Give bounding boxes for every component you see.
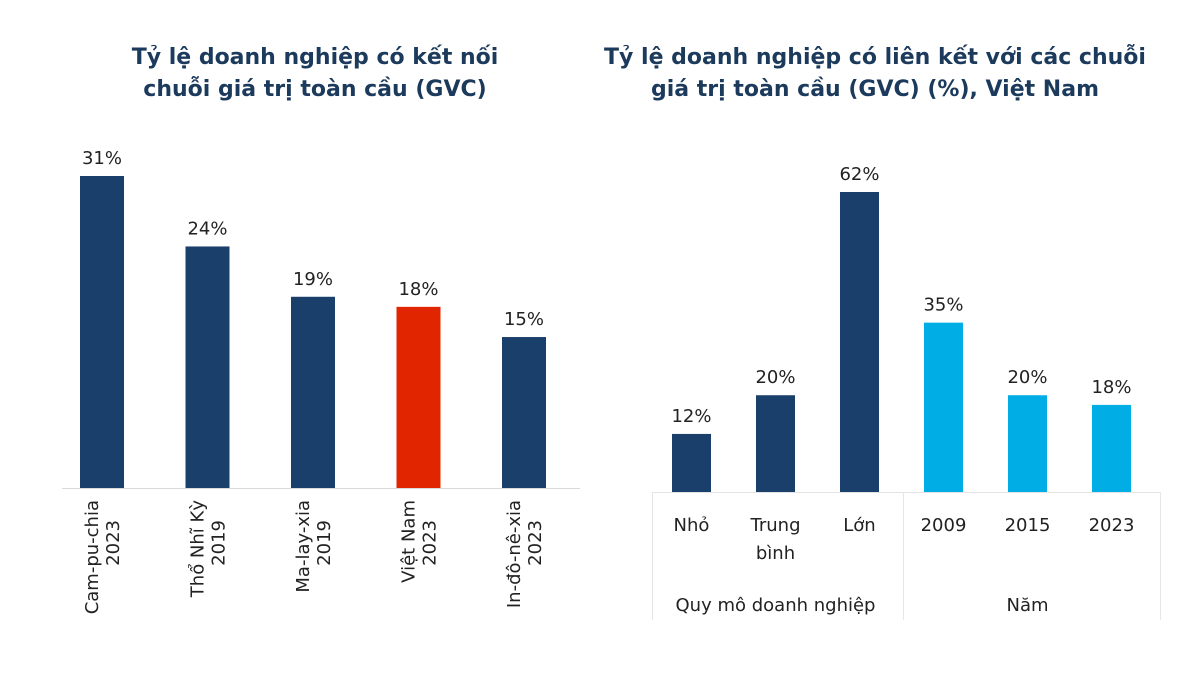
left-category-name: Việt Nam xyxy=(399,500,420,583)
left-category-year: 2023 xyxy=(420,520,441,566)
left-category-label-4: Việt Nam2023 xyxy=(399,500,441,583)
right-category-label-line: 2023 xyxy=(1089,515,1135,536)
right-bar-3 xyxy=(840,192,879,492)
right-category-label-3: Lớn xyxy=(843,515,875,536)
right-category-label-line: bình xyxy=(756,543,795,564)
left-chart-title-line-1: Tỷ lệ doanh nghiệp có kết nối xyxy=(131,45,499,70)
left-bar-value-label-1: 31% xyxy=(82,148,122,169)
left-bar-value-label-5: 15% xyxy=(504,309,544,330)
left-category-label-1: Cam-pu-chia2023 xyxy=(82,500,124,614)
left-category-name: Cam-pu-chia xyxy=(82,500,103,614)
left-bar-value-label-3: 19% xyxy=(293,269,333,290)
left-bar-1 xyxy=(80,176,124,488)
right-category-label-2: Trung bình xyxy=(750,515,801,564)
right-category-label-5: 2015 xyxy=(1005,515,1051,536)
left-category-label-3: Ma-lay-xia2019 xyxy=(293,500,335,593)
right-category-label-4: 2009 xyxy=(921,515,967,536)
left-chart-title-line-2: chuỗi giá trị toàn cầu (GVC) xyxy=(143,77,487,102)
right-category-label-line: Nhỏ xyxy=(674,515,710,536)
right-bar-2 xyxy=(756,395,795,492)
right-bar-6 xyxy=(1092,404,1131,492)
right-bar-value-label-2: 20% xyxy=(755,367,795,388)
left-category-label-5: In-đô-nê-xia2023 xyxy=(504,500,546,608)
right-chart-title-line-2: giá trị toàn cầu (GVC) (%), Việt Nam xyxy=(651,77,1099,102)
right-bar-value-label-6: 18% xyxy=(1091,377,1131,398)
left-bar-2 xyxy=(185,246,230,488)
right-group-label-2: Năm xyxy=(1006,595,1048,616)
left-category-year: 2023 xyxy=(525,520,546,566)
right-category-label-line: Lớn xyxy=(843,515,875,536)
left-category-year: 2019 xyxy=(314,520,335,566)
right-chart-title: Tỷ lệ doanh nghiệp có liên kết với các c… xyxy=(580,42,1170,106)
right-bar-value-label-5: 20% xyxy=(1007,367,1047,388)
right-category-label-1: Nhỏ xyxy=(674,515,710,536)
left-category-name: Ma-lay-xia xyxy=(293,500,314,593)
right-chart-title-line-1: Tỷ lệ doanh nghiệp có liên kết với các c… xyxy=(604,45,1146,70)
left-bar-5 xyxy=(502,337,546,488)
right-bar-4 xyxy=(924,322,963,492)
left-bar-4 xyxy=(396,306,441,488)
right-bar-1 xyxy=(672,433,711,492)
left-bar-3 xyxy=(291,296,335,488)
right-category-label-line: 2009 xyxy=(921,515,967,536)
right-category-label-line: 2015 xyxy=(1005,515,1051,536)
left-bar-value-label-4: 18% xyxy=(398,279,438,300)
left-chart-title: Tỷ lệ doanh nghiệp có kết nối chuỗi giá … xyxy=(95,42,535,106)
right-group-label-1: Quy mô doanh nghiệp xyxy=(676,595,876,616)
right-bar-chart: 12% Nhỏ 20% Trung bình 62% Lớn Quy mô doanh ngh… xyxy=(652,164,1161,620)
right-bar-value-label-4: 35% xyxy=(923,295,963,316)
right-bar-5 xyxy=(1008,395,1047,492)
left-category-year: 2019 xyxy=(209,520,230,566)
right-category-label-6: 2023 xyxy=(1089,515,1135,536)
left-category-name: Thổ Nhĩ Kỳ xyxy=(188,500,209,599)
right-bar-value-label-3: 62% xyxy=(839,164,879,185)
left-category-year: 2023 xyxy=(103,520,124,566)
right-bar-value-label-1: 12% xyxy=(671,406,711,427)
left-category-name: In-đô-nê-xia xyxy=(504,500,525,608)
left-bar-value-label-2: 24% xyxy=(187,218,227,239)
left-category-label-2: Thổ Nhĩ Kỳ2019 xyxy=(188,500,230,599)
right-category-label-line: Trung xyxy=(750,515,801,536)
